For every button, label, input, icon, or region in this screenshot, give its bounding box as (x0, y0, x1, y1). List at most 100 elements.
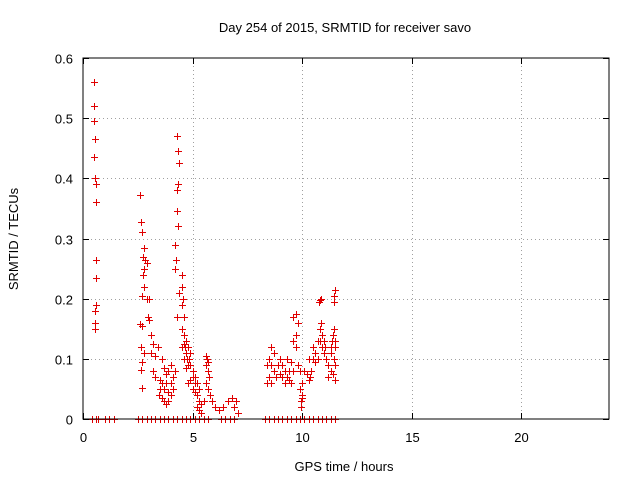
data-point (159, 356, 166, 363)
data-point (268, 380, 275, 387)
data-point (330, 371, 337, 378)
data-point (203, 353, 210, 360)
data-point (266, 356, 273, 363)
data-point (176, 290, 183, 297)
data-point (161, 365, 168, 372)
data-point (330, 332, 337, 339)
data-point (91, 79, 98, 86)
data-point (198, 401, 205, 408)
data-point (204, 356, 211, 363)
data-point (168, 380, 175, 387)
data-point (297, 386, 304, 393)
data-point (284, 356, 291, 363)
data-point (161, 386, 168, 393)
data-point (331, 356, 338, 363)
data-point (325, 362, 332, 369)
data-point (293, 344, 300, 351)
data-point (271, 368, 278, 375)
data-point (168, 362, 175, 369)
data-point (198, 410, 205, 417)
data-point (295, 320, 302, 327)
data-point (216, 407, 223, 414)
data-point (174, 187, 181, 194)
data-point (138, 367, 145, 374)
data-point (268, 362, 275, 369)
data-point (170, 386, 177, 393)
data-point (266, 374, 273, 381)
data-point (180, 296, 187, 303)
grid-lines (83, 58, 609, 419)
data-point (203, 380, 210, 387)
y-tick-label: 0.3 (55, 233, 73, 248)
data-point (207, 392, 214, 399)
data-point (173, 257, 180, 264)
data-point (152, 374, 159, 381)
data-point (175, 223, 182, 230)
data-point (310, 356, 317, 363)
data-point (317, 297, 324, 304)
data-point (288, 359, 295, 366)
data-point (298, 398, 305, 405)
data-point (299, 395, 306, 402)
data-point (332, 344, 339, 351)
data-point (319, 332, 326, 339)
data-point (201, 398, 208, 405)
data-point (295, 362, 302, 369)
data-point (92, 320, 99, 327)
data-point (310, 344, 317, 351)
data-point (331, 293, 338, 300)
data-points (89, 79, 339, 423)
data-point (172, 242, 179, 249)
data-point (331, 299, 338, 306)
data-point (93, 302, 100, 309)
y-tick-label: 0.2 (55, 293, 73, 308)
y-tick-label: 0.1 (55, 353, 73, 368)
data-point (312, 350, 319, 357)
data-point (92, 326, 99, 333)
data-point (137, 192, 144, 199)
data-point (148, 332, 155, 339)
data-point (317, 326, 324, 333)
data-point (220, 404, 227, 411)
data-point (206, 374, 213, 381)
data-point (155, 344, 162, 351)
data-point (93, 199, 100, 206)
data-point (93, 181, 100, 188)
data-point (150, 368, 157, 375)
data-point (174, 314, 181, 321)
data-point (91, 103, 98, 110)
data-point (165, 389, 172, 396)
data-point (307, 374, 314, 381)
data-point (179, 284, 186, 291)
data-point (92, 136, 99, 143)
data-point (187, 362, 194, 369)
data-point (235, 410, 242, 417)
data-point (139, 359, 146, 366)
data-point (139, 323, 146, 330)
data-point (328, 350, 335, 357)
axis-ticks: 0 0.1 0.2 0.3 0.4 0.5 0.6 0 5 10 15 20 (55, 52, 609, 445)
data-point (273, 374, 280, 381)
data-point (322, 344, 329, 351)
data-point (293, 311, 300, 318)
data-point (190, 368, 197, 375)
data-point (175, 181, 182, 188)
data-point (179, 302, 186, 309)
data-point (196, 386, 203, 393)
data-point (172, 266, 179, 273)
data-point (141, 284, 148, 291)
data-point (306, 377, 313, 384)
data-point (282, 380, 289, 387)
data-point (229, 395, 236, 402)
y-axis-label: SRMTID / TECUs (6, 187, 21, 290)
data-point (144, 260, 151, 267)
data-point (181, 341, 188, 348)
data-point (205, 386, 212, 393)
data-point (332, 287, 339, 294)
data-point (318, 296, 325, 303)
data-point (321, 350, 328, 357)
data-point (321, 338, 328, 345)
x-axis-label: GPS time / hours (295, 459, 394, 474)
data-point (318, 320, 325, 327)
data-point (176, 160, 183, 167)
